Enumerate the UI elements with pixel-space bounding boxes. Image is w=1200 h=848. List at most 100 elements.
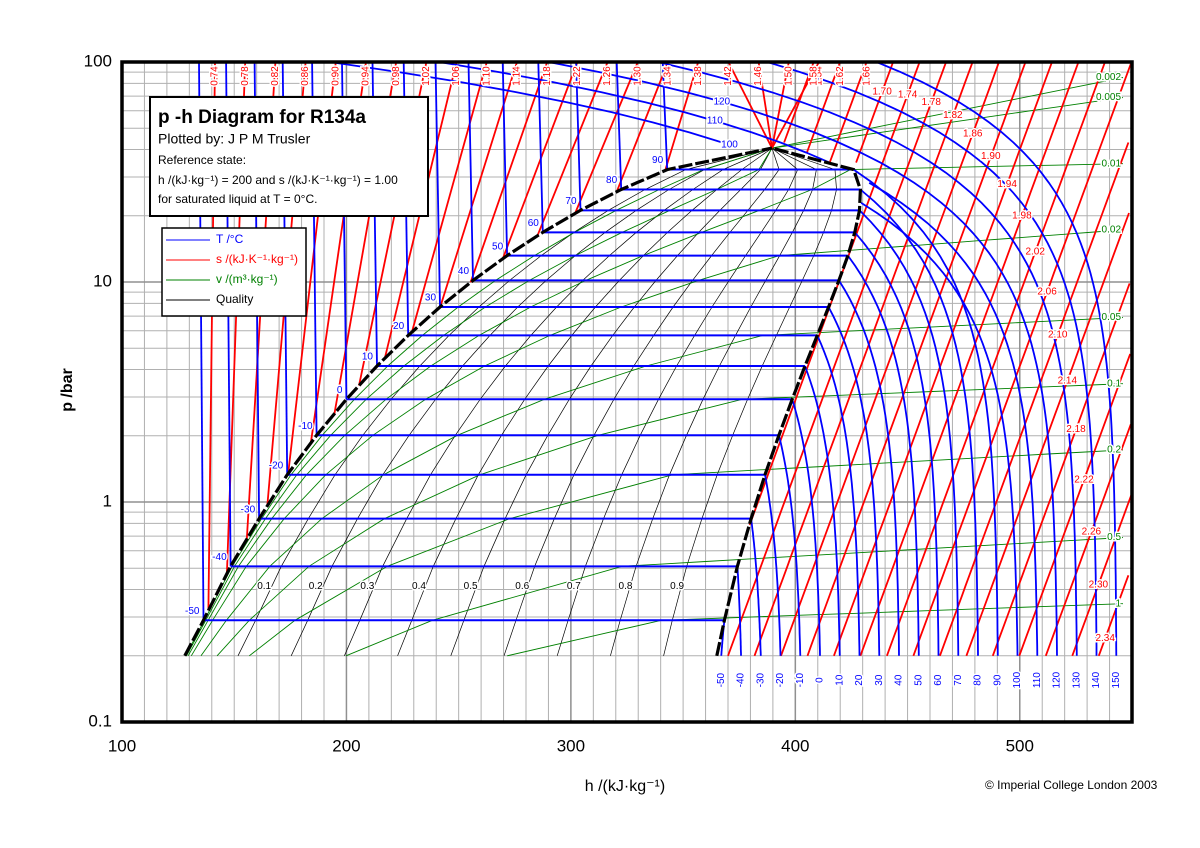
volume-line [187, 163, 1124, 657]
saturated-vapour-line [715, 146, 863, 657]
s-label: 1.90 [981, 151, 1001, 162]
s-label: 2.10 [1048, 329, 1068, 340]
isotherm-label: 110 [707, 116, 723, 127]
s-label: 2.26 [1082, 526, 1102, 537]
isotherm-label: 90 [992, 674, 1003, 686]
quality-label: 0.5 [464, 581, 478, 592]
isentrope [727, 62, 947, 657]
s-label: 1.70 [872, 87, 892, 98]
curve-labels: 0.1 0.2 0.3 0.4 0.5 0.6 0.7 0.8 0.9 0.002 0.005 0.0… [184, 64, 1124, 690]
isotherm-label: 60 [933, 674, 944, 686]
y-tick-label: 100 [84, 51, 112, 70]
s-label: 1.02 [421, 66, 432, 86]
x-tick-label: 500 [1006, 736, 1034, 755]
volume-line [507, 603, 1124, 657]
s-label: 1.30 [632, 66, 643, 86]
isotherm-label: 60 [528, 218, 540, 229]
isotherm-label: 10 [362, 352, 374, 363]
volume-line [200, 317, 1124, 657]
isotherm [548, 62, 1058, 656]
y-tick-label: 1 [103, 491, 112, 510]
isentrope [411, 62, 488, 333]
isotherm [750, 518, 762, 656]
legend-label: Quality [216, 292, 253, 306]
isotherm-label: 30 [425, 293, 437, 304]
y-axis-label: p /bar [59, 368, 76, 412]
isotherm-label: 30 [874, 674, 885, 686]
isotherm [827, 306, 881, 656]
isotherm-label: 130 [1071, 671, 1082, 688]
s-label: 2.14 [1058, 375, 1078, 386]
isotherm-label: 50 [492, 241, 504, 252]
s-label: 2.22 [1074, 474, 1094, 485]
isotherm [764, 474, 782, 656]
isotherm-label: 40 [458, 266, 470, 277]
isotherm [859, 188, 979, 656]
volume-label: 0.5 [1107, 532, 1121, 543]
volume-line [249, 449, 1124, 657]
s-label: 1.66 [861, 66, 872, 86]
volume-label: 0.01 [1102, 158, 1122, 169]
x-tick-label: 200 [332, 736, 360, 755]
isotherm [847, 255, 920, 656]
isotherm-label: 120 [713, 96, 730, 107]
s-label: 0.78 [240, 66, 251, 86]
isotherm [657, 62, 1078, 656]
isotherm-label: 80 [606, 175, 618, 186]
isentrope [780, 62, 1000, 657]
s-label: 1.74 [898, 89, 918, 100]
s-label: 0.90 [330, 66, 341, 86]
s-label: 1.18 [542, 66, 553, 86]
reference-line: h /(kJ·kg⁻¹) = 200 and s /(kJ·K⁻¹·kg⁻¹) … [158, 173, 398, 187]
s-label: 1.54 [814, 66, 825, 86]
isotherm [434, 62, 441, 308]
isotherm-label: -20 [269, 460, 284, 471]
isotherm-label: 80 [973, 674, 984, 686]
isotherm [854, 231, 940, 656]
isentrope [833, 62, 1053, 657]
isotherm-label: 20 [854, 674, 865, 686]
isotherm-label: 20 [393, 321, 405, 332]
quality-label: 0.4 [412, 581, 426, 592]
isotherm [736, 566, 742, 656]
isotherm-label: 150 [1111, 671, 1122, 688]
isotherm-label: -10 [298, 421, 313, 432]
isotherm-label: -40 [736, 672, 747, 687]
isotherm-label: -50 [185, 606, 200, 617]
s-label: 0.74 [210, 66, 221, 86]
isotherm [816, 335, 861, 656]
y-tick-label: 0.1 [88, 711, 112, 730]
isotherm-label: -30 [755, 672, 766, 687]
legend-label: v /(m³·kg⁻¹) [216, 272, 278, 286]
quality-label: 0.1 [257, 581, 271, 592]
isotherm [439, 62, 1039, 656]
s-label: 1.62 [835, 66, 846, 86]
isotherm [804, 365, 841, 656]
isentrope [1097, 574, 1130, 657]
s-label: 0.98 [391, 66, 402, 86]
isotherm [767, 62, 1098, 656]
isotherm-label: -30 [241, 504, 256, 515]
isotherm [838, 279, 900, 656]
isotherm-label: 10 [834, 674, 845, 686]
isotherm [329, 62, 1019, 656]
legend-frame [161, 227, 307, 317]
isotherm-label: 120 [1052, 671, 1063, 688]
x-tick-label: 100 [108, 736, 136, 755]
chart-title: p -h Diagram for R134a [158, 107, 366, 128]
s-label: 2.06 [1037, 286, 1057, 297]
isentrope [828, 62, 868, 163]
quality-label: 0.7 [567, 581, 581, 592]
y-tick-label: 10 [93, 271, 112, 290]
isotherm-label: 110 [1032, 672, 1043, 688]
quality-label: 0.9 [670, 581, 684, 592]
volume-label: 0.02 [1102, 225, 1122, 236]
isentrope [753, 62, 974, 657]
s-label: 1.06 [451, 66, 462, 86]
isentrope [664, 62, 700, 171]
chart-subtitle: Plotted by: J P M Trusler [158, 131, 311, 147]
isotherm-label: 70 [953, 674, 964, 686]
s-label: 1.26 [602, 66, 613, 86]
x-tick-label: 400 [781, 736, 809, 755]
isotherm [661, 62, 669, 170]
